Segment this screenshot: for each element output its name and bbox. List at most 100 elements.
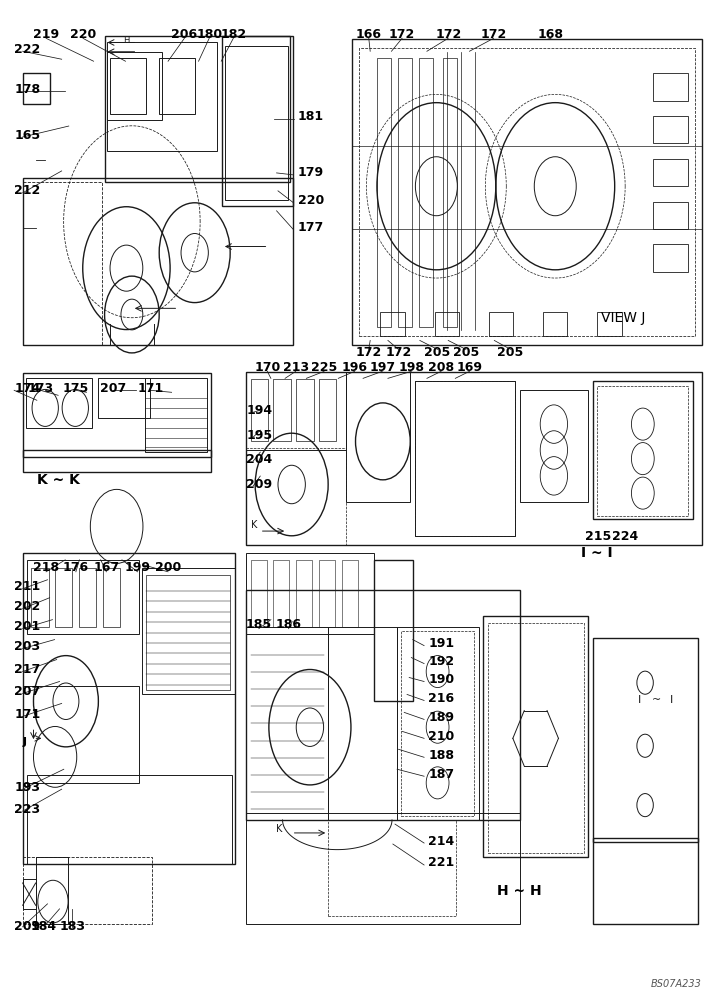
Text: 187: 187 xyxy=(429,768,454,781)
Text: 183: 183 xyxy=(59,920,85,933)
Bar xyxy=(246,627,328,820)
Bar xyxy=(36,857,68,924)
Text: I ~ I: I ~ I xyxy=(581,546,613,560)
Text: 180: 180 xyxy=(196,28,222,41)
Bar xyxy=(23,373,211,457)
Bar xyxy=(105,36,290,182)
Text: 172: 172 xyxy=(355,346,382,359)
Bar xyxy=(328,627,397,820)
Text: 199: 199 xyxy=(125,561,150,574)
Bar xyxy=(296,560,312,627)
Text: 189: 189 xyxy=(429,711,454,724)
Text: 165: 165 xyxy=(14,129,41,142)
Text: 218: 218 xyxy=(33,561,59,574)
Text: 168: 168 xyxy=(538,28,564,41)
Text: 223: 223 xyxy=(14,803,41,816)
Bar xyxy=(296,379,313,441)
Text: 203: 203 xyxy=(14,640,41,653)
Bar xyxy=(98,378,150,418)
Bar xyxy=(419,58,433,327)
Bar xyxy=(246,590,520,820)
Bar xyxy=(79,568,96,627)
Text: 182: 182 xyxy=(220,28,246,41)
Text: 216: 216 xyxy=(429,692,454,705)
Text: 205: 205 xyxy=(424,346,451,359)
Text: 171: 171 xyxy=(14,708,41,721)
Text: 205: 205 xyxy=(453,346,479,359)
Text: 184: 184 xyxy=(31,920,57,933)
Bar xyxy=(434,312,459,336)
Text: 211: 211 xyxy=(14,580,41,593)
Text: 188: 188 xyxy=(429,749,454,762)
Bar xyxy=(23,182,102,345)
Bar xyxy=(397,627,478,820)
Text: 190: 190 xyxy=(429,673,454,686)
Text: 225: 225 xyxy=(311,361,337,374)
Bar xyxy=(653,202,688,229)
Text: 202: 202 xyxy=(14,600,41,613)
Bar xyxy=(347,372,410,502)
Text: 195: 195 xyxy=(246,429,272,442)
Text: 207: 207 xyxy=(100,382,127,395)
Text: 172: 172 xyxy=(481,28,507,41)
Text: K ~ K: K ~ K xyxy=(37,473,80,487)
Text: 166: 166 xyxy=(356,28,382,41)
Bar xyxy=(401,631,474,816)
Bar xyxy=(246,813,520,924)
Text: 217: 217 xyxy=(14,663,41,676)
Bar xyxy=(319,379,336,441)
Bar xyxy=(159,58,194,114)
Text: H ~ H: H ~ H xyxy=(497,884,541,898)
Text: 170: 170 xyxy=(254,361,281,374)
Bar xyxy=(55,568,73,627)
Bar xyxy=(246,553,374,634)
Bar xyxy=(251,379,268,441)
Bar xyxy=(110,58,145,114)
Text: 175: 175 xyxy=(63,382,89,395)
Bar xyxy=(319,560,335,627)
Text: 205: 205 xyxy=(498,346,524,359)
Text: 176: 176 xyxy=(63,561,89,574)
Text: 222: 222 xyxy=(14,43,41,56)
Text: 196: 196 xyxy=(342,361,367,374)
Bar xyxy=(653,244,688,272)
Bar xyxy=(374,560,412,701)
Text: 210: 210 xyxy=(429,730,454,743)
Bar xyxy=(377,58,391,327)
Text: 220: 220 xyxy=(70,28,96,41)
Bar xyxy=(27,560,140,634)
Bar xyxy=(415,381,515,536)
Text: K: K xyxy=(276,824,282,834)
Text: H: H xyxy=(123,36,130,45)
Bar xyxy=(273,379,290,441)
Text: 198: 198 xyxy=(398,361,424,374)
Bar xyxy=(108,52,162,120)
Text: 186: 186 xyxy=(276,618,302,631)
Bar xyxy=(246,448,347,545)
Bar xyxy=(592,838,698,924)
Bar xyxy=(246,372,702,545)
Bar xyxy=(592,381,693,519)
Text: 191: 191 xyxy=(429,637,454,650)
Bar xyxy=(597,312,622,336)
Text: VIEW J: VIEW J xyxy=(601,311,645,325)
Bar xyxy=(23,73,50,104)
Text: 197: 197 xyxy=(370,361,395,374)
Text: I: I xyxy=(670,695,674,705)
Bar xyxy=(342,560,358,627)
Text: 215: 215 xyxy=(585,530,612,543)
Bar xyxy=(108,42,216,151)
Bar xyxy=(145,378,207,452)
Bar xyxy=(653,73,688,101)
Text: 185: 185 xyxy=(246,618,272,631)
Text: 193: 193 xyxy=(14,781,40,794)
Bar xyxy=(543,312,567,336)
Text: 201: 201 xyxy=(14,620,41,633)
Text: I: I xyxy=(638,695,642,705)
Text: 174: 174 xyxy=(14,382,41,395)
Bar xyxy=(23,553,235,864)
Text: 181: 181 xyxy=(298,110,324,123)
Text: 192: 192 xyxy=(429,655,454,668)
Text: 177: 177 xyxy=(298,221,324,234)
Bar xyxy=(488,623,584,853)
